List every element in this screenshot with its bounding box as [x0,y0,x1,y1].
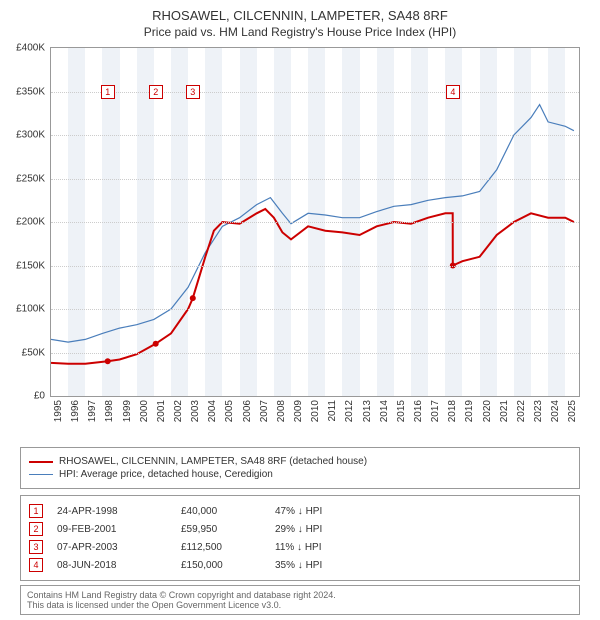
transaction-point [153,341,159,347]
legend-swatch [29,461,53,463]
y-tick-label: £300K [16,130,45,141]
x-tick-label: 2013 [362,400,373,422]
legend-item: HPI: Average price, detached house, Cere… [29,469,571,480]
x-tick-label: 2007 [259,400,270,422]
x-tick-label: 2019 [464,400,475,422]
x-tick-label: 2006 [242,400,253,422]
gridline [51,92,579,93]
x-tick-label: 2009 [293,400,304,422]
y-tick-label: £100K [16,304,45,315]
x-tick-label: 2014 [379,400,390,422]
gridline [51,309,579,310]
legend-item: RHOSAWEL, CILCENNIN, LAMPETER, SA48 8RF … [29,456,571,467]
x-axis: 1995 1996 1997 1998 1999 2000 2001 2002 2003 2004… [50,398,580,438]
transaction-date: 08-JUN-2018 [57,560,167,571]
chart-title-block: RHOSAWEL, CILCENNIN, LAMPETER, SA48 8RF … [0,0,600,43]
x-tick-label: 2022 [516,400,527,422]
transaction-price: £40,000 [181,506,261,517]
legend: RHOSAWEL, CILCENNIN, LAMPETER, SA48 8RF … [20,447,580,489]
transaction-marker: 1 [29,504,43,518]
x-tick-label: 2011 [327,400,338,422]
chart-title: RHOSAWEL, CILCENNIN, LAMPETER, SA48 8RF [0,8,600,23]
gridline [51,266,579,267]
x-tick-label: 2001 [156,400,167,422]
y-tick-label: £0 [34,391,45,402]
transaction-date: 07-APR-2003 [57,542,167,553]
x-tick-label: 2018 [447,400,458,422]
transaction-pct: 35% ↓ HPI [275,560,365,571]
x-tick-label: 1998 [104,400,115,422]
x-tick-label: 1999 [122,400,133,422]
legend-swatch [29,474,53,475]
gridline [51,222,579,223]
hpi-line [51,105,574,343]
property-line [51,209,574,364]
transaction-row: 3 07-APR-2003 £112,500 11% ↓ HPI [29,538,571,556]
gridline [51,353,579,354]
legend-label: HPI: Average price, detached house, Cere… [59,469,273,480]
x-tick-label: 2004 [207,400,218,422]
y-tick-label: £400K [16,43,45,54]
transactions-table: 1 24-APR-1998 £40,000 47% ↓ HPI 2 09-FEB-2001… [20,495,580,581]
transaction-pct: 47% ↓ HPI [275,506,365,517]
footer-line-1: Contains HM Land Registry data © Crown c… [27,590,573,600]
chart-area: £0£50K£100K£150K£200K£250K£300K£350K£400… [50,47,580,397]
plot-area: 1 2 3 4 [51,48,579,396]
y-tick-label: £50K [22,347,45,358]
x-tick-label: 2016 [413,400,424,422]
x-tick-label: 1996 [70,400,81,422]
transaction-point [190,295,196,301]
legend-label: RHOSAWEL, CILCENNIN, LAMPETER, SA48 8RF … [59,456,367,467]
transaction-row: 2 09-FEB-2001 £59,950 29% ↓ HPI [29,520,571,538]
transaction-date: 24-APR-1998 [57,506,167,517]
transaction-point [105,358,111,364]
y-tick-label: £200K [16,217,45,228]
x-tick-label: 2002 [173,400,184,422]
footer-line-2: This data is licensed under the Open Gov… [27,600,573,610]
transaction-marker: 3 [29,540,43,554]
transaction-price: £59,950 [181,524,261,535]
transaction-marker: 4 [29,558,43,572]
y-tick-label: £250K [16,173,45,184]
transaction-row: 4 08-JUN-2018 £150,000 35% ↓ HPI [29,556,571,574]
x-tick-label: 2025 [567,400,578,422]
chart-marker-3: 3 [186,85,200,99]
transaction-pct: 29% ↓ HPI [275,524,365,535]
transaction-date: 09-FEB-2001 [57,524,167,535]
x-tick-label: 2008 [276,400,287,422]
footer-attribution: Contains HM Land Registry data © Crown c… [20,585,580,615]
chart-marker-1: 1 [101,85,115,99]
x-tick-label: 2005 [224,400,235,422]
y-tick-label: £150K [16,260,45,271]
x-tick-label: 2021 [499,400,510,422]
transaction-row: 1 24-APR-1998 £40,000 47% ↓ HPI [29,502,571,520]
transaction-pct: 11% ↓ HPI [275,542,365,553]
x-tick-label: 1997 [87,400,98,422]
y-axis: £0 £50K £100K £150K £200K £250K £300K £350K £400… [3,42,49,402]
x-tick-label: 2015 [396,400,407,422]
chart-subtitle: Price paid vs. HM Land Registry's House … [0,25,600,39]
transaction-marker: 2 [29,522,43,536]
x-tick-label: 2020 [482,400,493,422]
transaction-price: £112,500 [181,542,261,553]
gridline [51,135,579,136]
y-tick-label: £350K [16,86,45,97]
transaction-price: £150,000 [181,560,261,571]
chart-marker-2: 2 [149,85,163,99]
x-tick-label: 2003 [190,400,201,422]
chart-marker-4: 4 [446,85,460,99]
x-tick-label: 1995 [53,400,64,422]
gridline [51,179,579,180]
x-tick-label: 2000 [139,400,150,422]
x-tick-label: 2024 [550,400,561,422]
x-tick-label: 2010 [310,400,321,422]
x-tick-label: 2023 [533,400,544,422]
x-tick-label: 2017 [430,400,441,422]
x-tick-label: 2012 [344,400,355,422]
